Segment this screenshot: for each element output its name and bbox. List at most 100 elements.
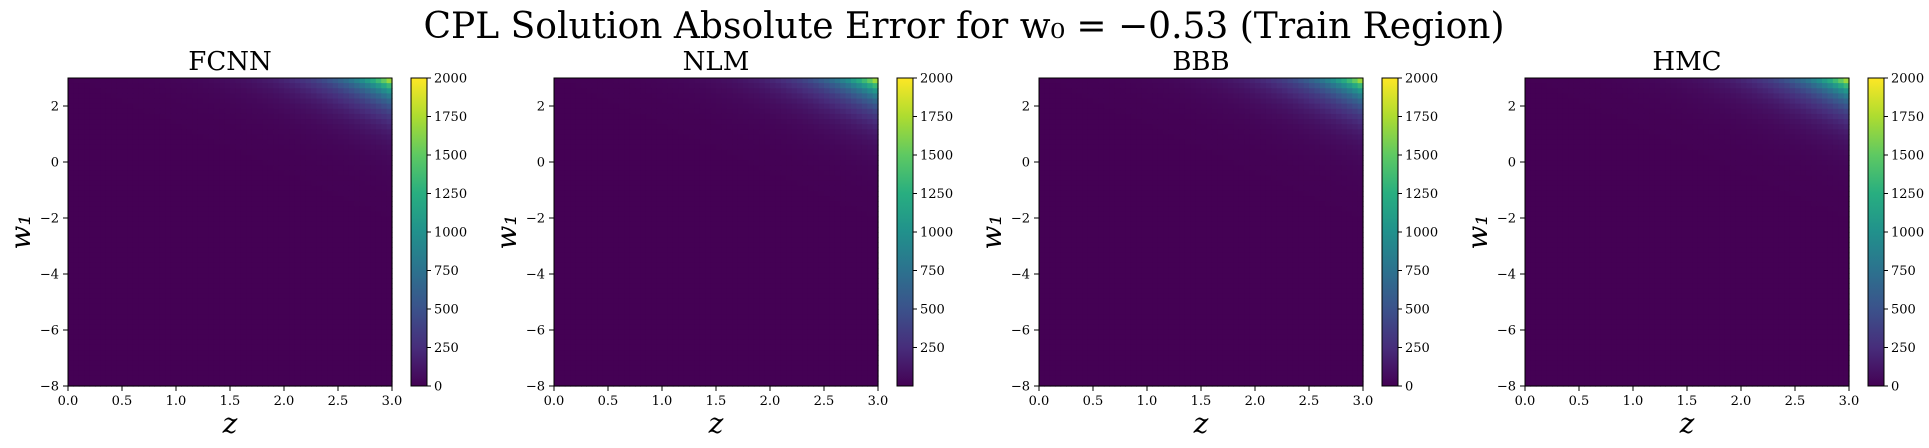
heatmap-cell [305,365,312,372]
heatmap-cell [284,103,290,110]
heatmap-cell [586,124,593,130]
heatmap-cell [230,375,236,382]
heatmap-cell [267,185,274,192]
heatmap-cell [667,93,674,100]
heatmap-cell [78,83,85,89]
heatmap-cell [591,108,598,115]
heatmap-cell [370,211,377,218]
heatmap-cell [656,93,663,100]
heatmap-cell [154,119,161,125]
heatmap-cell [132,139,139,146]
heatmap-cell [267,155,274,161]
heatmap-cell [316,98,323,105]
heatmap-cell [73,365,80,372]
heatmap-cell [246,139,253,146]
heatmap-cell [851,165,857,171]
heatmap-cell [786,170,793,177]
heatmap-cell [89,88,96,94]
heatmap-cell [872,134,879,141]
heatmap-cell [100,170,107,177]
heatmap-cell [154,160,161,166]
heatmap-cell [138,232,145,238]
heatmap-cell [651,180,658,187]
heatmap-cell [138,185,145,192]
heatmap-cell [343,267,350,274]
heatmap-cell [732,175,739,182]
heatmap-cell [116,88,123,94]
heatmap-cell [780,124,787,130]
heatmap-cell [770,78,776,84]
heatmap-cell [165,206,172,213]
heatmap-cell [127,360,134,367]
heatmap-cell [834,180,841,187]
heatmap-cell [386,262,393,269]
heatmap-cell [840,180,847,187]
heatmap-cell [267,180,274,187]
heatmap-cell [138,196,145,202]
heatmap-cell [732,134,739,141]
heatmap-cell [154,267,161,274]
heatmap-cell [338,339,344,346]
heatmap-cell [127,119,134,125]
heatmap-cell [354,216,361,223]
heatmap-cell [678,185,685,192]
heatmap-cell [289,365,296,372]
heatmap-cell [294,267,301,274]
heatmap-cell [851,134,857,141]
heatmap-cell [705,124,712,130]
heatmap-cell [186,180,193,187]
heatmap-cell [581,98,587,105]
heatmap-cell [802,175,809,182]
heatmap-cell [143,165,150,171]
heatmap-cell [332,350,339,356]
heatmap-cell [813,83,820,89]
heatmap-cell [284,144,290,151]
heatmap-cell [251,149,258,156]
heatmap-cell [213,278,220,284]
heatmap-cell [224,108,231,115]
heatmap-cell [186,262,193,269]
heatmap-cell [321,211,328,218]
heatmap-cell [262,324,269,331]
heatmap-cell [635,190,641,197]
heatmap-cell [300,319,307,325]
heatmap-cell [208,288,215,295]
heatmap-cell [138,350,145,356]
heatmap-cell [289,283,296,290]
heatmap-cell [138,365,145,372]
heatmap-cell [68,329,74,336]
heatmap-cell [224,129,231,136]
heatmap-cell [230,365,236,372]
heatmap-cell [192,144,199,151]
heatmap-cell [127,155,134,161]
heatmap-cell [629,139,636,146]
heatmap-cell [726,155,733,161]
heatmap-cell [386,355,393,361]
heatmap-cell [348,185,355,192]
heatmap-cell [770,98,776,105]
heatmap-cell [311,206,317,213]
heatmap-cell [284,309,290,315]
heatmap-cell [84,139,91,146]
heatmap-cell [716,93,722,100]
heatmap-cell [797,98,803,105]
heatmap-cell [311,139,317,146]
heatmap-cell [327,339,334,346]
heatmap-cell [197,278,204,284]
heatmap-cell [797,119,803,125]
heatmap-cell [122,206,128,213]
heatmap-cell [348,267,355,274]
heatmap-cell [635,129,641,136]
heatmap-cell [581,149,587,156]
heatmap-cell [300,221,307,228]
heatmap-cell [176,298,182,305]
heatmap-cell [111,170,118,177]
heatmap-cell [689,113,695,120]
heatmap-cell [127,196,134,202]
heatmap-cell [602,134,609,141]
heatmap-cell [105,370,112,377]
heatmap-cell [89,334,96,341]
heatmap-cell [370,298,377,305]
heatmap-cell [154,113,161,120]
